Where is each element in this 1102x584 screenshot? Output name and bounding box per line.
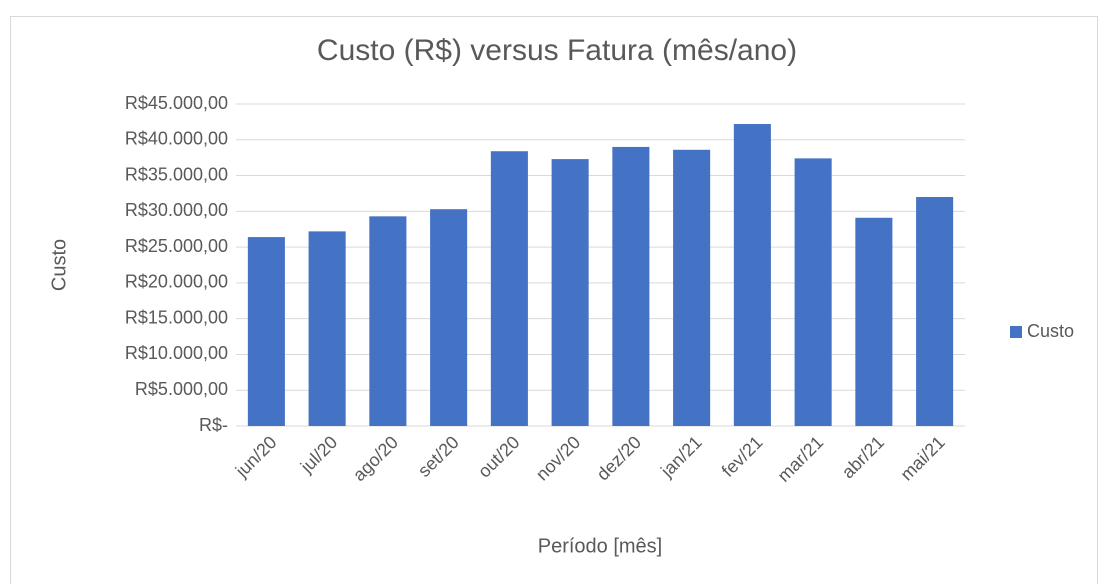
y-tick-label: R$35.000,00 <box>125 164 228 184</box>
bar <box>430 209 468 426</box>
y-tick-label: R$20.000,00 <box>125 272 228 292</box>
bar <box>855 217 893 426</box>
chart-title: Custo (R$) versus Fatura (mês/ano) <box>317 34 797 67</box>
y-tick-label: R$30.000,00 <box>125 200 228 220</box>
bar <box>247 237 285 426</box>
bar <box>551 159 589 426</box>
y-tick-label: R$40.000,00 <box>125 129 228 149</box>
y-tick-label: R$- <box>199 415 228 435</box>
y-tick-label: R$5.000,00 <box>135 379 228 399</box>
y-tick-label: R$15.000,00 <box>125 307 228 327</box>
y-tick-label: R$25.000,00 <box>125 236 228 256</box>
legend-swatch <box>1010 326 1022 338</box>
bar <box>733 124 771 426</box>
y-tick-label: R$45.000,00 <box>125 93 228 113</box>
bar <box>916 197 954 426</box>
bar <box>369 216 407 426</box>
bar <box>490 151 528 426</box>
bar <box>308 231 346 426</box>
legend-label: Custo <box>1027 321 1074 341</box>
bar <box>612 146 650 426</box>
bar <box>794 158 832 427</box>
x-axis-title: Período [mês] <box>538 535 663 557</box>
bar <box>673 149 711 426</box>
y-axis-title: Custo <box>48 239 70 291</box>
y-tick-label: R$10.000,00 <box>125 343 228 363</box>
